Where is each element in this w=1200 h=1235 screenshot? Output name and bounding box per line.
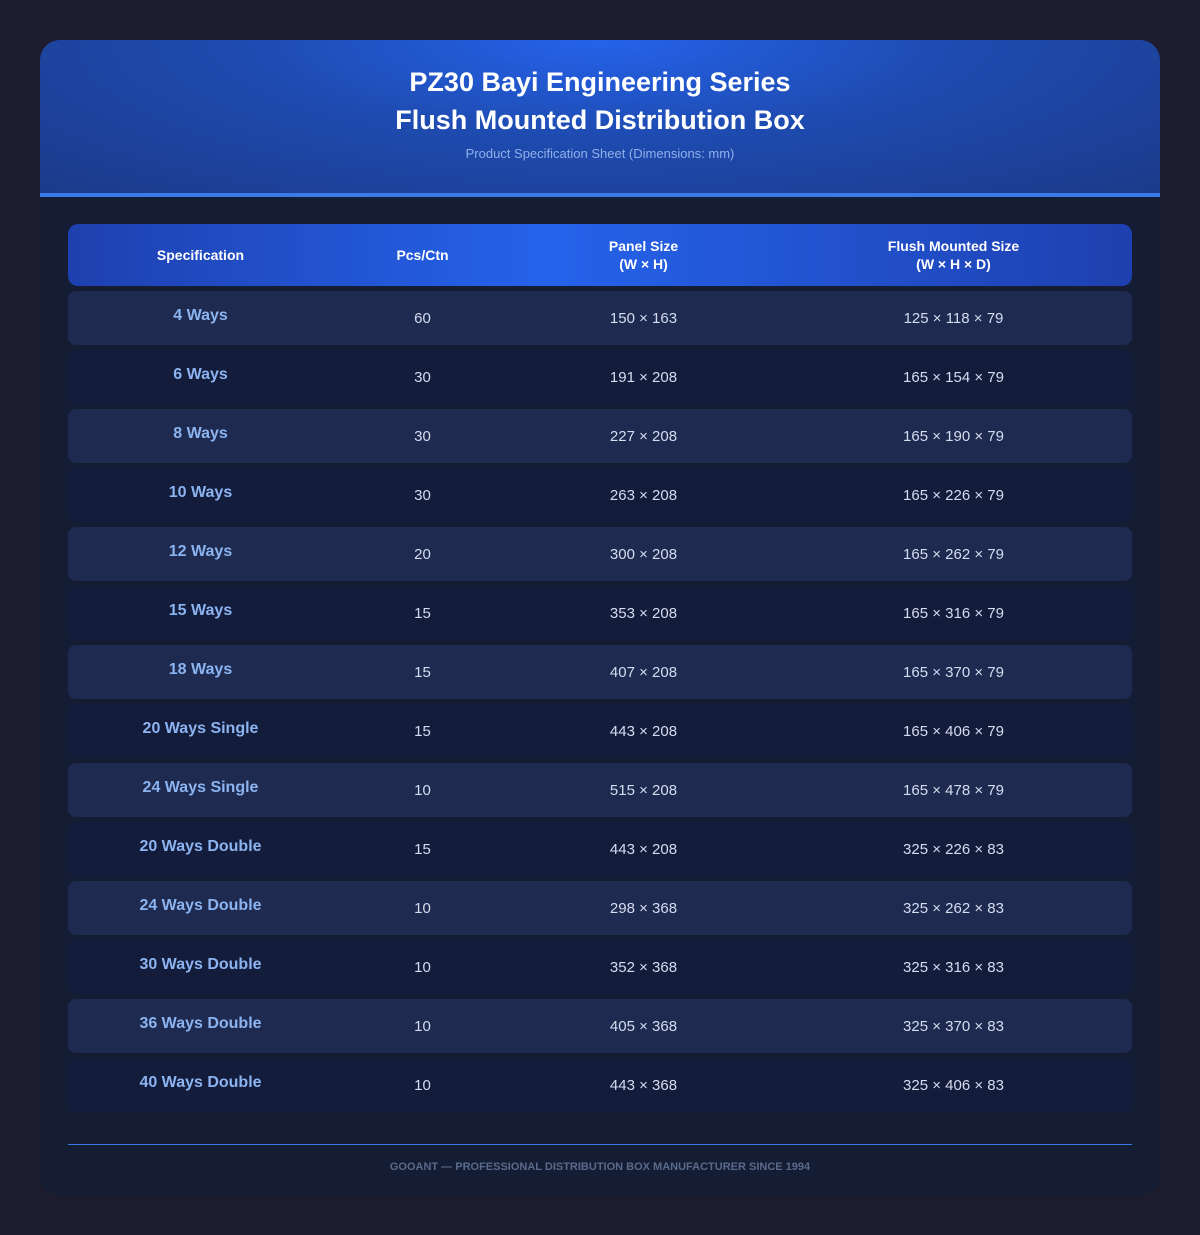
cell: 325 × 262 × 83 [903,899,1004,917]
column-header: Specification [156,247,245,263]
column-header: Pcs/Ctn [396,247,449,263]
cell: 150 × 163 [609,309,678,327]
table-row: 15 Ways 15 353 × 208 165 × 316 × 79 [68,586,1132,640]
cell: 165 × 316 × 79 [903,604,1004,622]
cell: 325 × 406 × 83 [903,1076,1004,1094]
cell: 352 × 368 [609,958,678,976]
spec-cell: 20 Ways Double [139,837,262,855]
table-row: 20 Ways Double 15 443 × 208 325 × 226 × 83 [68,822,1132,876]
spec-cell: 18 Ways [168,660,233,678]
cell: 60 [414,309,431,327]
table-row: 24 Ways Single 10 515 × 208 165 × 478 × 79 [68,763,1132,817]
cell: 165 × 370 × 79 [903,663,1004,681]
cell: 443 × 208 [609,722,678,740]
spec-cell: 30 Ways Double [139,955,262,973]
cell: 325 × 370 × 83 [903,1017,1004,1035]
cell: 515 × 208 [609,781,678,799]
cell: 15 [414,604,431,622]
divider [68,1144,1132,1145]
table-row: 36 Ways Double 10 405 × 368 325 × 370 × 83 [68,999,1132,1053]
table-row: 20 Ways Single 15 443 × 208 165 × 406 × 79 [68,704,1132,758]
cell: 165 × 154 × 79 [903,368,1004,386]
table-row: 8 Ways 30 227 × 208 165 × 190 × 79 [68,409,1132,463]
cell: 353 × 208 [609,604,678,622]
cell: 20 [414,545,431,563]
spec-cell: 12 Ways [168,542,233,560]
cell: 298 × 368 [609,899,678,917]
spec-cell: 20 Ways Single [142,719,259,737]
table-row: 4 Ways 60 150 × 163 125 × 118 × 79 [68,291,1132,345]
table-row: 30 Ways Double 10 352 × 368 325 × 316 × 83 [68,940,1132,994]
column-header: Flush Mounted Size (W × H × D) [887,238,1020,272]
table-row: 6 Ways 30 191 × 208 165 × 154 × 79 [68,350,1132,404]
cell: 165 × 478 × 79 [903,781,1004,799]
spec-cell: 40 Ways Double [139,1073,262,1091]
cell: 15 [414,840,431,858]
cell: 325 × 316 × 83 [903,958,1004,976]
cell: 10 [414,1076,431,1094]
table: Specification Pcs/Ctn Panel Size (W × H) Fl… [68,224,1132,1117]
spec-cell: 15 Ways [168,601,233,619]
title: PZ30 Bayi Engineering Series [409,67,791,97]
cell: 191 × 208 [609,368,678,386]
cell: 125 × 118 × 79 [903,309,1004,327]
table-row: 40 Ways Double 10 443 × 368 325 × 406 × 83 [68,1058,1132,1112]
spec-cell: 4 Ways [173,306,228,324]
header: PZ30 Bayi Engineering Series Flush Mount… [40,40,1160,197]
cell: 227 × 208 [609,427,678,445]
cell: 30 [414,427,431,445]
cell: 443 × 368 [609,1076,678,1094]
cell: 10 [414,781,431,799]
cell: 165 × 262 × 79 [903,545,1004,563]
subtitle: Product Specification Sheet (Dimensions:… [465,146,735,161]
spec-cell: 24 Ways Double [139,896,262,914]
cell: 165 × 226 × 79 [903,486,1004,504]
cell: 325 × 226 × 83 [903,840,1004,858]
table-row: 24 Ways Double 10 298 × 368 325 × 262 × 83 [68,881,1132,935]
cell: 10 [414,958,431,976]
cell: 10 [414,1017,431,1035]
cell: 10 [414,899,431,917]
cell: 15 [414,663,431,681]
cell: 30 [414,368,431,386]
table-row: 10 Ways 30 263 × 208 165 × 226 × 79 [68,468,1132,522]
cell: 407 × 208 [609,663,678,681]
cell: 30 [414,486,431,504]
cell: 300 × 208 [609,545,678,563]
spec-cell: 10 Ways [168,483,233,501]
header-row: Specification Pcs/Ctn Panel Size (W × H) Fl… [68,224,1132,286]
title: Flush Mounted Distribution Box [395,105,805,135]
spec-cell: 8 Ways [173,424,228,442]
cell: 263 × 208 [609,486,678,504]
spec-cell: 6 Ways [173,365,228,383]
footer: GOOANT — PROFESSIONAL DISTRIBUTION BOX M… [389,1161,811,1173]
column-header: Panel Size (W × H) [608,238,679,272]
cell: 405 × 368 [609,1017,678,1035]
card: PZ30 Bayi Engineering Series Flush Mount… [40,40,1160,1195]
table-row: 18 Ways 15 407 × 208 165 × 370 × 79 [68,645,1132,699]
spec-cell: 36 Ways Double [139,1014,262,1032]
spec-cell: 24 Ways Single [142,778,259,796]
cell: 165 × 406 × 79 [903,722,1004,740]
cell: 165 × 190 × 79 [903,427,1004,445]
cell: 15 [414,722,431,740]
cell: 443 × 208 [609,840,678,858]
table-row: 12 Ways 20 300 × 208 165 × 262 × 79 [68,527,1132,581]
